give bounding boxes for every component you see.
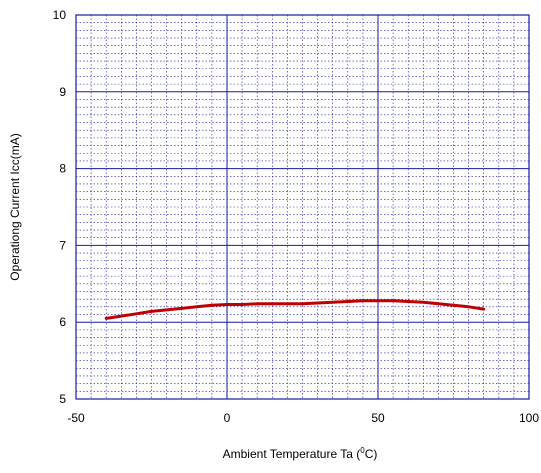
series-group: [104, 299, 486, 320]
y-tick-label: 8: [59, 162, 66, 176]
x-axis-title-unit: C): [365, 447, 378, 461]
y-tick-label: 6: [59, 315, 66, 329]
x-tick-label: 100: [519, 411, 539, 425]
minor-grid: [76, 15, 529, 399]
x-tick-labels: -50 0 50 100: [67, 411, 539, 425]
y-tick-label: 7: [59, 238, 66, 252]
plot-frame: [75, 14, 530, 400]
y-tick-label: 5: [59, 392, 66, 406]
y-tick-labels: 5 6 7 8 9 10: [53, 8, 67, 406]
y-axis-title: Operationg Current Icc(mA): [8, 133, 22, 280]
x-tick-label: -50: [67, 411, 85, 425]
x-axis-title-superscript: 0: [360, 446, 365, 455]
y-tick-label: 9: [59, 85, 66, 99]
series-line-1: [104, 299, 486, 320]
y-tick-label: 10: [53, 8, 67, 22]
x-axis-title-main: Ambient Temperature Ta (: [223, 447, 361, 461]
x-tick-label: 0: [224, 411, 231, 425]
x-axis-title: Ambient Temperature Ta (0C): [223, 446, 378, 461]
x-tick-label: 50: [371, 411, 385, 425]
